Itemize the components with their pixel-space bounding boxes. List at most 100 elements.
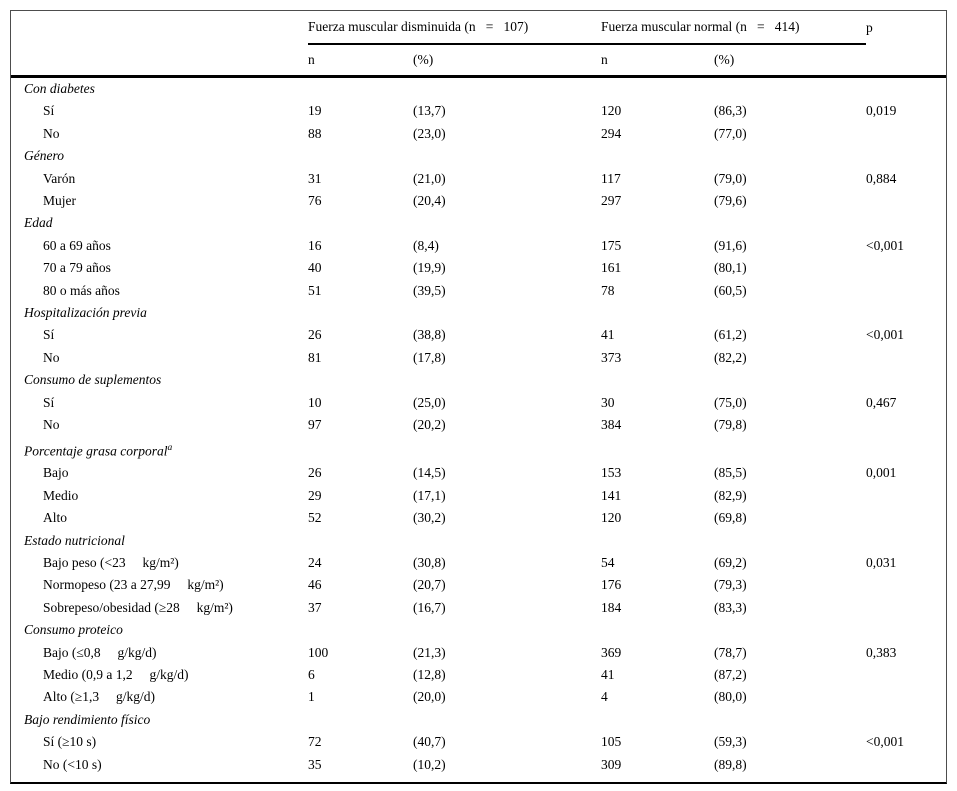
cell-pct2: (87,2) (714, 667, 747, 683)
cell-n2: 78 (601, 282, 615, 298)
subcol-n-disminuida: n (308, 44, 413, 78)
results-table: Fuerza muscular disminuida (n = 107) Fue… (11, 11, 947, 777)
cell-row-label: Varón (43, 170, 76, 186)
table-row: 60 a 69 años 16 (8,4) 175 (91,6) <0,001 (11, 235, 946, 257)
section-header-row: Con diabetes (11, 77, 946, 101)
cell-p-value (866, 574, 946, 596)
cell-n2: 41 (601, 667, 615, 683)
cell-pct2: (75,0) (714, 394, 747, 410)
group-header-disminuida: Fuerza muscular disminuida (n = 107) (308, 11, 602, 45)
cell-pct1: (20,2) (413, 417, 446, 433)
cell-p-value: <0,001 (866, 327, 905, 343)
cell-pct1: (8,4) (413, 237, 439, 253)
results-table-box: Fuerza muscular disminuida (n = 107) Fue… (10, 10, 947, 785)
cell-row-label: No (43, 417, 60, 433)
cell-p-value (866, 664, 946, 686)
table-row: Sí (≥10 s) 72 (40,7) 105 (59,3) <0,001 (11, 731, 946, 753)
cell-pct2: (78,7) (714, 644, 747, 660)
group-header-row: Fuerza muscular disminuida (n = 107) Fue… (11, 11, 946, 45)
cell-pct1: (20,0) (413, 689, 446, 705)
sub-header-row: n (%) n (%) (11, 44, 947, 78)
cell-pct1: (16,7) (413, 599, 446, 615)
cell-pct2: (79,3) (714, 577, 747, 593)
cell-row-label: Sobrepeso/obesidad (≥28 kg/m²) (43, 599, 233, 615)
cell-p-value (866, 686, 946, 708)
cell-row-label: 60 a 69 años (43, 237, 111, 253)
cell-pct1: (39,5) (413, 282, 446, 298)
cell-pct1: (21,3) (413, 644, 446, 660)
cell-pct1: (10,2) (413, 756, 446, 772)
cell-pct1: (40,7) (413, 734, 446, 750)
table-row: No 81 (17,8) 373 (82,2) (11, 347, 946, 369)
cell-p-value (866, 597, 946, 619)
cell-p-value: 0,001 (866, 465, 897, 481)
cell-pct1: (17,8) (413, 349, 446, 365)
cell-pct2: (59,3) (714, 734, 747, 750)
cell-pct2: (60,5) (714, 282, 747, 298)
section-cell: Edad (11, 212, 946, 234)
cell-n2: 41 (601, 327, 615, 343)
cell-n1: 19 (308, 103, 322, 119)
empty-p-subheader-cell (866, 44, 947, 78)
cell-n1: 37 (308, 599, 322, 615)
cell-pct2: (77,0) (714, 125, 747, 141)
section-header-row: Consumo proteico (11, 619, 946, 641)
cell-n1: 16 (308, 237, 322, 253)
cell-pct2: (82,9) (714, 487, 747, 503)
cell-row-label: Sí (43, 327, 55, 343)
cell-n2: 120 (601, 103, 622, 119)
cell-p-value (866, 123, 946, 145)
table-row: No (<10 s) 35 (10,2) 309 (89,8) (11, 754, 946, 776)
cell-n2: 30 (601, 394, 615, 410)
cell-p-value (866, 414, 946, 436)
cell-pct2: (91,6) (714, 237, 747, 253)
cell-pct2: (83,3) (714, 599, 747, 615)
cell-n2: 161 (601, 260, 622, 276)
cell-p-value: <0,001 (866, 237, 905, 253)
cell-n2: 309 (601, 756, 622, 772)
cell-n2: 294 (601, 125, 622, 141)
cell-pct2: (79,6) (714, 193, 747, 209)
cell-row-label: 80 o más años (43, 282, 120, 298)
cell-row-label: Medio (43, 487, 79, 503)
section-cell: Hospitalización previa (11, 302, 946, 324)
cell-n2: 105 (601, 734, 622, 750)
cell-row-label: Sí (43, 103, 55, 119)
cell-n1: 46 (308, 577, 322, 593)
section-cell: Porcentaje grasa corporala (11, 437, 946, 463)
cell-n1: 76 (308, 193, 322, 209)
section-header-row: Bajo rendimiento físico (11, 709, 946, 731)
section-label: Bajo rendimiento físico (24, 711, 151, 727)
cell-n1: 26 (308, 465, 322, 481)
cell-p-value (866, 190, 946, 212)
cell-n1: 100 (308, 644, 329, 660)
cell-pct1: (30,8) (413, 555, 446, 571)
cell-pct1: (25,0) (413, 394, 446, 410)
section-label: Porcentaje grasa corporal (24, 443, 168, 458)
cell-pct2: (79,0) (714, 170, 747, 186)
cell-pct2: (80,0) (714, 689, 747, 705)
cell-pct2: (86,3) (714, 103, 747, 119)
cell-n2: 141 (601, 487, 622, 503)
subcol-pct-disminuida: (%) (413, 44, 602, 78)
cell-p-value: 0,019 (866, 103, 897, 119)
table-row: 70 a 79 años 40 (19,9) 161 (80,1) (11, 257, 946, 279)
cell-p-value (866, 280, 946, 302)
cell-n1: 81 (308, 349, 322, 365)
table-row: Alto (≥1,3 g/kg/d) 1 (20,0) 4 (80,0) (11, 686, 946, 708)
section-label: Hospitalización previa (24, 305, 147, 321)
section-label: Consumo de suplementos (24, 372, 162, 388)
cell-pct2: (79,8) (714, 417, 747, 433)
cell-pct1: (12,8) (413, 667, 446, 683)
cell-p-value (866, 257, 946, 279)
cell-pct1: (14,5) (413, 465, 446, 481)
cell-n1: 10 (308, 394, 322, 410)
table-row: Medio 29 (17,1) 141 (82,9) (11, 485, 946, 507)
table-body: Con diabetes Sí 19 (13,7) 120 (86,3) 0,0… (11, 77, 946, 777)
cell-n1: 72 (308, 734, 322, 750)
section-header-row: Edad (11, 212, 946, 234)
cell-p-value: 0,467 (866, 394, 897, 410)
cell-pct1: (20,7) (413, 577, 446, 593)
section-footnote-sup: a (167, 442, 173, 453)
